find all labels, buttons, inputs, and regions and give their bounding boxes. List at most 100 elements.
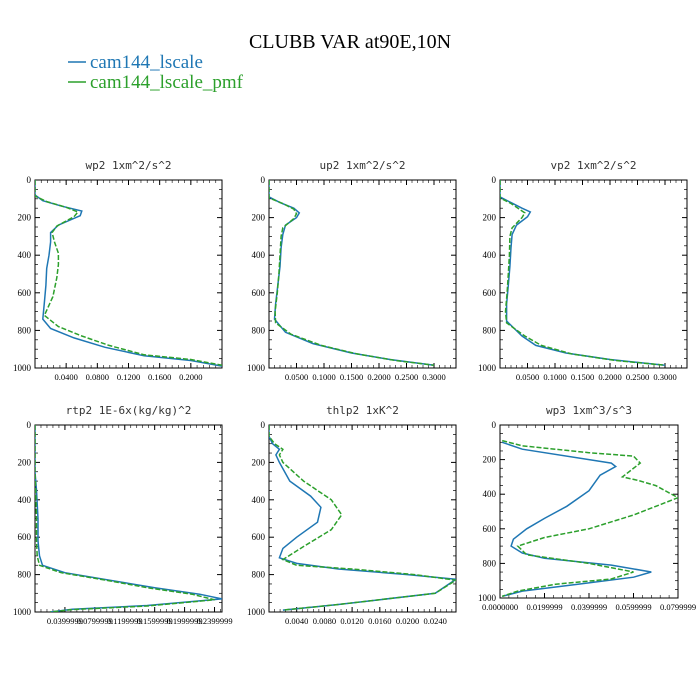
x-tick-label: 0.0800	[86, 372, 109, 382]
chart-panel-1: up2 1xm^2/s^2 0 200 400 600 800 1000 0.0500 0.10…	[247, 159, 457, 382]
x-tick-label: 0.0080	[313, 616, 336, 626]
y-tick-label: 800	[483, 325, 497, 335]
chart-title: vp2 1xm^2/s^2	[550, 159, 636, 172]
x-tick-label: 0.0040	[285, 616, 308, 626]
y-tick-label: 800	[252, 325, 266, 335]
y-tick-label: 0	[261, 420, 266, 430]
y-tick-label: 1000	[247, 607, 266, 617]
series-line-cam144-lscale	[269, 425, 456, 611]
chart-title: wp2 1xm^2/s^2	[85, 159, 171, 172]
y-tick-label: 400	[18, 495, 32, 505]
y-tick-label: 1000	[247, 363, 266, 373]
x-tick-label: 0.3000	[653, 372, 676, 382]
x-tick-label: 0.0000000	[482, 602, 518, 612]
y-tick-label: 400	[18, 250, 32, 260]
y-tick-label: 200	[252, 457, 266, 467]
series-line-cam144-lscale-pmf	[35, 180, 222, 366]
chart-panel-4: thlp2 1xK^2 0 200 400 600 800 1000 0.0040 0.0080…	[247, 404, 457, 626]
y-tick-label: 600	[252, 288, 266, 298]
y-tick-label: 0	[27, 175, 32, 185]
y-tick-label: 1000	[478, 593, 497, 603]
y-tick-label: 600	[18, 532, 32, 542]
chart-title: wp3 1xm^3/s^3	[546, 404, 632, 417]
y-tick-label: 200	[483, 213, 497, 223]
series-line-cam144-lscale	[269, 180, 435, 366]
figure-title: CLUBB VAR at90E,10N	[249, 31, 451, 53]
x-tick-label: 0.2500	[395, 372, 418, 382]
x-tick-label: 0.0500	[285, 372, 308, 382]
y-tick-label: 1000	[478, 363, 497, 373]
chart-panel-2: vp2 1xm^2/s^2 0 200 400 600 800 1000 0.0500 0.10…	[478, 159, 688, 382]
series-line-cam144-lscale	[501, 441, 652, 598]
x-tick-label: 0.0199999	[526, 602, 562, 612]
x-tick-label: 0.2000	[367, 372, 390, 382]
y-tick-label: 800	[18, 570, 32, 580]
y-tick-label: 600	[483, 524, 497, 534]
legend: cam144_lscale cam144_lscale_pmf	[68, 52, 244, 93]
x-tick-label: 0.0399999	[571, 602, 607, 612]
series-line-cam144-lscale	[500, 180, 666, 366]
y-tick-label: 400	[483, 489, 497, 499]
series-line-cam144-lscale-pmf	[269, 180, 435, 366]
y-tick-label: 800	[18, 325, 32, 335]
x-tick-label: 0.2500	[626, 372, 649, 382]
y-tick-label: 400	[483, 250, 497, 260]
x-tick-label: 0.0500	[516, 372, 539, 382]
x-tick-label: 0.1199999	[107, 616, 143, 626]
legend-label-cam144-lscale-pmf: cam144_lscale_pmf	[90, 72, 244, 93]
panels: wp2 1xm^2/s^2 0 200 400 600 800 1000 0.0400 0.08…	[13, 159, 696, 626]
chart-panel-3: rtp2 1E-6x(kg/kg)^2 0 200 400 600 800 1000 0.03…	[13, 404, 233, 626]
plot-frame	[268, 179, 457, 369]
plot-frame	[34, 179, 223, 369]
x-tick-label: 0.0599999	[615, 602, 651, 612]
x-tick-label: 0.0399999	[47, 616, 83, 626]
series-line-cam144-lscale-pmf	[35, 425, 215, 612]
x-tick-label: 0.2000	[598, 372, 621, 382]
x-tick-label: 0.1500	[340, 372, 363, 382]
chart-title: thlp2 1xK^2	[326, 404, 399, 417]
y-tick-label: 200	[252, 213, 266, 223]
x-tick-label: 0.1200	[117, 372, 140, 382]
series-line-cam144-lscale-pmf	[500, 180, 666, 366]
y-tick-label: 400	[252, 495, 266, 505]
y-tick-label: 800	[483, 558, 497, 568]
y-tick-label: 200	[483, 455, 497, 465]
y-tick-label: 0	[492, 420, 497, 430]
y-tick-label: 0	[492, 175, 497, 185]
x-tick-label: 0.1999999	[167, 616, 203, 626]
x-tick-label: 0.0799999	[660, 602, 696, 612]
series-line-cam144-lscale-pmf	[501, 439, 678, 598]
y-tick-label: 800	[252, 570, 266, 580]
x-tick-label: 0.0160	[368, 616, 391, 626]
series-line-cam144-lscale-pmf	[269, 425, 456, 611]
x-tick-label: 0.1599999	[137, 616, 173, 626]
y-tick-label: 400	[252, 250, 266, 260]
x-tick-label: 0.1000	[543, 372, 566, 382]
y-tick-label: 200	[18, 457, 32, 467]
y-tick-label: 0	[261, 175, 266, 185]
x-tick-label: 0.1600	[148, 372, 171, 382]
x-tick-label: 0.0400	[54, 372, 77, 382]
y-tick-label: 600	[18, 288, 32, 298]
y-tick-label: 0	[27, 420, 32, 430]
x-tick-label: 0.0200	[396, 616, 419, 626]
x-tick-label: 0.0240	[424, 616, 447, 626]
series-line-cam144-lscale	[35, 180, 222, 367]
x-tick-label: 0.0120	[340, 616, 363, 626]
legend-label-cam144-lscale: cam144_lscale	[90, 52, 203, 73]
x-tick-label: 0.2000	[179, 372, 202, 382]
chart-title: rtp2 1E-6x(kg/kg)^2	[66, 404, 192, 417]
y-tick-label: 200	[18, 213, 32, 223]
x-tick-label: 0.0799999	[77, 616, 113, 626]
plot-frame	[268, 424, 457, 613]
y-tick-label: 600	[483, 288, 497, 298]
x-tick-label: 0.1000	[312, 372, 335, 382]
y-tick-label: 1000	[13, 363, 32, 373]
y-tick-label: 1000	[13, 607, 32, 617]
x-tick-label: 0.1500	[571, 372, 594, 382]
x-tick-label: 0.2399999	[196, 616, 232, 626]
x-tick-label: 0.3000	[422, 372, 445, 382]
y-tick-label: 600	[252, 532, 266, 542]
